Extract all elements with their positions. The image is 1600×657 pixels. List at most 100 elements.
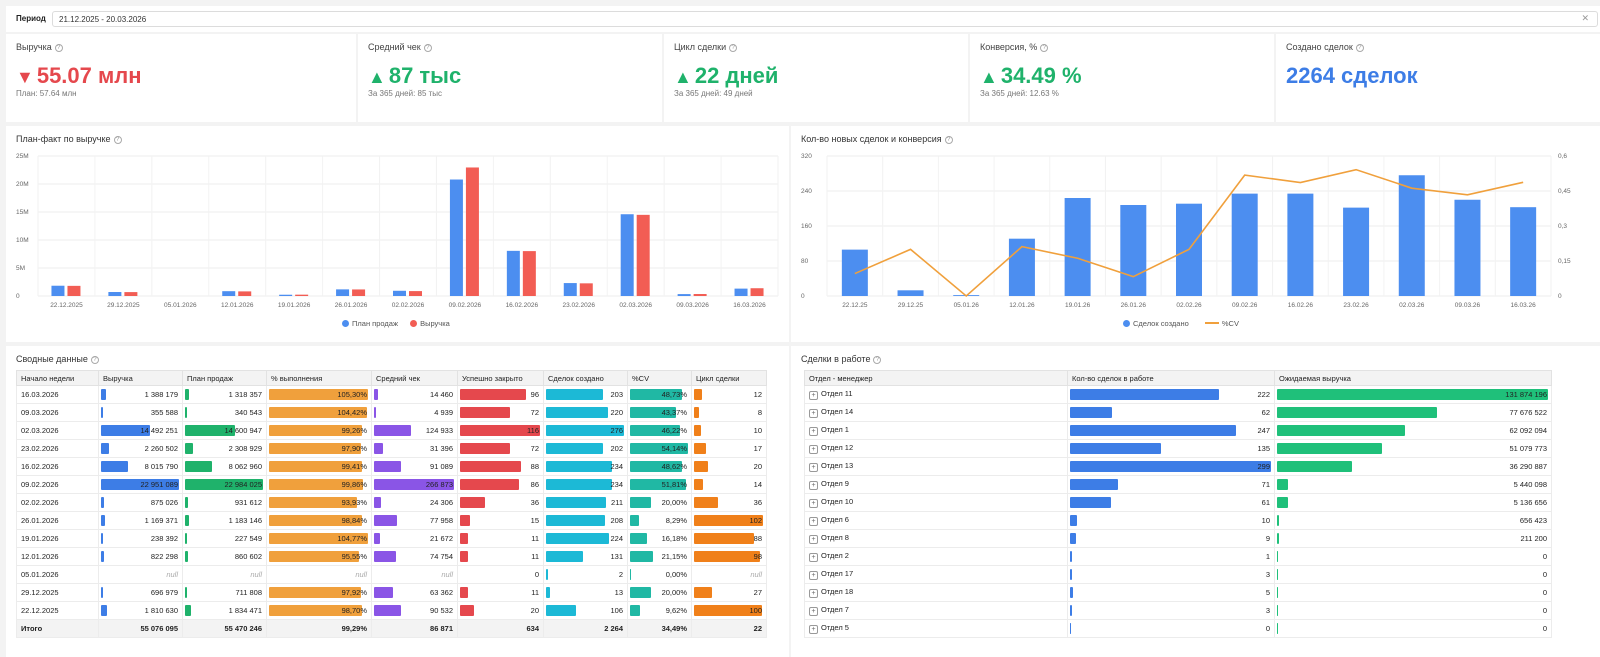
department-row[interactable]: + Отдел 14 62 77 676 522: [804, 403, 1552, 422]
expand-icon[interactable]: +: [809, 427, 818, 436]
data-bar: [694, 497, 719, 508]
expand-icon[interactable]: +: [809, 553, 818, 562]
expand-icon[interactable]: +: [809, 535, 818, 544]
data-bar: [546, 443, 604, 454]
total-cell: 55 076 095: [98, 619, 183, 638]
column-header[interactable]: Средний чек: [371, 370, 458, 386]
kpi-value: ▼ 55.07 млн: [16, 63, 142, 88]
expand-icon[interactable]: +: [809, 607, 818, 616]
x-tick-label: 19.01.2026: [278, 302, 311, 309]
expand-icon[interactable]: +: [809, 481, 818, 490]
department-row[interactable]: + Отдел 11 222 131 874 196: [804, 385, 1552, 404]
week-start-cell: 16.03.2026: [16, 385, 99, 404]
department-row[interactable]: + Отдел 1 247 62 092 094: [804, 421, 1552, 440]
column-header[interactable]: План продаж: [182, 370, 267, 386]
x-tick-label: 23.02.26: [1343, 302, 1369, 309]
data-bar: [185, 461, 213, 472]
data-bar: [460, 497, 485, 508]
department-row[interactable]: + Отдел 6 10 656 423: [804, 511, 1552, 530]
data-bar: [1277, 425, 1405, 436]
help-icon[interactable]: ?: [729, 44, 738, 52]
value-cell: 1 169 371: [98, 511, 183, 530]
expand-icon[interactable]: +: [809, 625, 818, 634]
data-bar: [546, 407, 609, 418]
kpi-card: Цикл сделки? ▲ 22 дней За 365 дней: 49 дней: [664, 34, 968, 122]
column-header[interactable]: Кол-во сделок в работе: [1067, 370, 1275, 386]
period-value: 21.12.2025 - 20.03.2026: [59, 15, 147, 24]
department-cell: + Отдел 18: [804, 583, 1068, 602]
data-bar: [630, 533, 648, 544]
data-bar: [1277, 389, 1548, 400]
value-cell: 95,55%: [266, 547, 372, 566]
department-cell: + Отдел 5: [804, 619, 1068, 638]
data-bar: [185, 497, 189, 508]
value-cell: 62 092 094: [1274, 421, 1552, 440]
data-bar: [1070, 389, 1220, 400]
expand-icon[interactable]: +: [809, 499, 818, 508]
legend-cv-marker: [1204, 322, 1219, 324]
value-cell: 86: [457, 475, 544, 494]
help-icon[interactable]: ?: [1355, 44, 1364, 52]
expand-icon[interactable]: +: [809, 391, 818, 400]
kpi-value: 2264 сделок: [1286, 63, 1418, 88]
data-bar: [630, 479, 686, 490]
x-tick-label: 02.03.26: [1399, 302, 1425, 309]
expand-icon[interactable]: +: [809, 517, 818, 526]
value-cell: 1 388 179: [98, 385, 183, 404]
value-cell: 222: [1067, 385, 1275, 404]
value-cell: 224: [543, 529, 628, 548]
help-icon[interactable]: ?: [54, 44, 63, 52]
department-row[interactable]: + Отдел 17 3 0: [804, 565, 1552, 584]
bar-revenue: [67, 285, 81, 296]
help-icon[interactable]: ?: [423, 44, 432, 52]
department-row[interactable]: + Отдел 18 5 0: [804, 583, 1552, 602]
x-tick-label: 22.12.25: [842, 302, 868, 309]
value-cell: 8: [691, 403, 767, 422]
column-header[interactable]: % выполнения: [266, 370, 372, 386]
bar-revenue: [465, 167, 479, 296]
column-header[interactable]: Ожидаемая выручка: [1274, 370, 1552, 386]
column-header[interactable]: Успешно закрыто: [457, 370, 544, 386]
department-cell: + Отдел 14: [804, 403, 1068, 422]
column-header[interactable]: Выручка: [98, 370, 183, 386]
expand-icon[interactable]: +: [809, 409, 818, 418]
department-row[interactable]: + Отдел 8 9 211 200: [804, 529, 1552, 548]
y-left-tick-label: 240: [801, 188, 812, 195]
value-cell: 104,42%: [266, 403, 372, 422]
week-start-cell: 05.01.2026: [16, 565, 99, 584]
value-cell: 131: [543, 547, 628, 566]
column-header[interactable]: Начало недели: [16, 370, 99, 386]
expand-icon[interactable]: +: [809, 463, 818, 472]
clear-icon[interactable]: ✕: [1581, 13, 1589, 23]
column-header[interactable]: Сделок создано: [543, 370, 628, 386]
data-bar: [269, 551, 359, 562]
period-input[interactable]: 21.12.2025 - 20.03.2026 ✕: [52, 11, 1598, 27]
department-row[interactable]: + Отдел 13 299 36 290 887: [804, 457, 1552, 476]
x-tick-label: 19.01.26: [1065, 302, 1091, 309]
y-left-tick-label: 160: [801, 223, 812, 230]
summary-title: Сводные данные?: [16, 354, 99, 364]
expand-icon[interactable]: +: [809, 589, 818, 598]
column-header[interactable]: Отдел - менеджер: [804, 370, 1068, 386]
help-icon[interactable]: ?: [1040, 44, 1049, 52]
bar-plan: [108, 292, 122, 296]
bar-plan: [449, 179, 463, 296]
bar-plan: [222, 291, 236, 296]
expand-icon[interactable]: +: [809, 571, 818, 580]
value-cell: 5 136 656: [1274, 493, 1552, 512]
value-cell: 822 298: [98, 547, 183, 566]
column-header[interactable]: %CV: [627, 370, 692, 386]
week-start-cell: 09.02.2026: [16, 475, 99, 494]
value-cell: 48,73%: [627, 385, 692, 404]
data-bar: [1277, 461, 1352, 472]
bar-plan: [279, 294, 293, 296]
department-row[interactable]: + Отдел 9 71 5 440 098: [804, 475, 1552, 494]
expand-icon[interactable]: +: [809, 445, 818, 454]
department-row[interactable]: + Отдел 12 135 51 079 773: [804, 439, 1552, 458]
department-row[interactable]: + Отдел 10 61 5 136 656: [804, 493, 1552, 512]
column-header[interactable]: Цикл сделки: [691, 370, 767, 386]
help-icon: ?: [944, 136, 953, 144]
